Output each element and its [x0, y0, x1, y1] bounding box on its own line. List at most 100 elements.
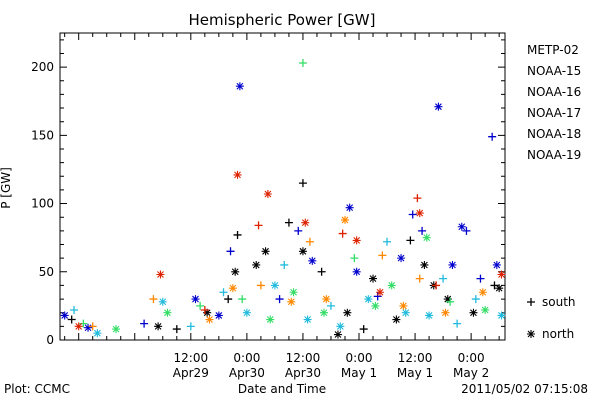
data-point-noaa-17	[422, 233, 431, 242]
data-point-noaa-16	[219, 288, 228, 297]
data-point-metp-02	[233, 230, 242, 239]
legend-entry: NOAA-16	[527, 85, 581, 99]
x-axis-label: Date and Time	[238, 382, 326, 396]
data-point-metp-02	[369, 274, 378, 283]
legend-marker-label: north	[542, 327, 574, 341]
data-point-metp-02	[298, 247, 307, 256]
data-point-noaa-16	[70, 305, 79, 314]
data-point-metp-02	[203, 308, 212, 317]
x-tick-sublabel: May 1	[341, 366, 377, 380]
data-point-metp-02	[359, 325, 368, 334]
data-point-noaa-19	[200, 305, 209, 314]
legend-entry: NOAA-19	[527, 148, 581, 162]
data-point-metp-02	[231, 267, 240, 276]
plot-frame	[59, 32, 506, 341]
x-tick-label: 12:00	[174, 351, 209, 365]
data-point-noaa-18	[256, 281, 265, 290]
data-point-noaa-15	[352, 267, 361, 276]
data-point-metp-02	[333, 330, 342, 339]
data-point-metp-02	[469, 308, 478, 317]
x-tick-sublabel: May 1	[397, 366, 433, 380]
data-point-metp-02	[261, 247, 270, 256]
data-point-noaa-18	[399, 301, 408, 310]
data-point-noaa-16	[158, 297, 167, 306]
data-point-noaa-18	[378, 251, 387, 260]
data-point-noaa-18	[478, 288, 487, 297]
data-point-noaa-15	[488, 132, 497, 141]
data-point-noaa-15	[408, 210, 417, 219]
data-point-noaa-18	[322, 295, 331, 304]
data-point-metp-02	[67, 315, 76, 324]
data-point-metp-02	[298, 179, 307, 188]
data-point-noaa-17	[238, 295, 247, 304]
data-point-noaa-15	[448, 260, 457, 269]
x-tick-sublabel: May 2	[453, 366, 489, 380]
y-tick-label: 100	[31, 197, 54, 211]
data-point-metp-02	[317, 267, 326, 276]
data-point-noaa-18	[88, 322, 97, 331]
axes: 05010015020012:00Apr290:00Apr3012:00Apr3…	[31, 32, 506, 380]
data-point-noaa-19	[263, 190, 272, 199]
data-point-noaa-15	[457, 222, 466, 231]
data-point-noaa-15	[476, 274, 485, 283]
data-point-noaa-16	[186, 322, 195, 331]
data-point-metp-02	[284, 218, 293, 227]
y-tick-label: 0	[46, 333, 54, 347]
data-point-noaa-16	[453, 319, 462, 328]
legend-marker-label: south	[542, 295, 576, 309]
legend-marker-south	[527, 298, 535, 306]
data-point-noaa-15	[140, 319, 149, 328]
data-point-noaa-18	[287, 297, 296, 306]
data-point-noaa-18	[415, 274, 424, 283]
data-point-noaa-17	[298, 59, 307, 68]
x-tick-label: 12:00	[398, 351, 433, 365]
axis-ticks	[60, 33, 505, 341]
y-tick-label: 200	[31, 60, 54, 74]
data-point-noaa-18	[149, 295, 158, 304]
data-point-noaa-17	[387, 281, 396, 290]
data-point-noaa-18	[305, 237, 314, 246]
data-point-metp-02	[443, 295, 452, 304]
data-point-noaa-18	[205, 315, 214, 324]
data-point-noaa-19	[415, 209, 424, 218]
legend: METP-02 NOAA-15 NOAA-16 NOAA-17 NOAA-18 NOAA-…	[527, 43, 581, 341]
data-point-noaa-17	[481, 305, 490, 314]
data-point-noaa-17	[446, 297, 455, 306]
data-point-noaa-16	[401, 308, 410, 317]
data-point-noaa-17	[163, 308, 172, 317]
data-point-noaa-17	[350, 254, 359, 263]
data-point-noaa-17	[289, 288, 298, 297]
data-point-noaa-19	[432, 281, 441, 290]
data-point-noaa-15	[226, 247, 235, 256]
data-point-noaa-16	[425, 311, 434, 320]
legend-entry: NOAA-18	[527, 127, 581, 141]
plot-credit: Plot: CCMC	[4, 382, 70, 396]
data-point-noaa-19	[301, 218, 310, 227]
data-point-noaa-16	[471, 295, 480, 304]
legend-marker-north	[527, 330, 535, 338]
data-point-noaa-16	[93, 329, 102, 338]
data-point-noaa-15	[235, 82, 244, 91]
x-tick-sublabel: Apr29	[173, 366, 209, 380]
x-tick-sublabel: Apr30	[229, 366, 265, 380]
data-point-metp-02	[406, 236, 415, 245]
data-point-noaa-19	[74, 322, 83, 331]
data-point-noaa-15	[308, 256, 317, 265]
data-point-noaa-16	[439, 274, 448, 283]
plot-timestamp: 2011/05/02 07:15:08	[461, 382, 588, 396]
data-point-noaa-19	[352, 236, 361, 245]
data-point-noaa-16	[270, 281, 279, 290]
data-point-noaa-18	[340, 215, 349, 224]
data-point-metp-02	[224, 295, 233, 304]
data-point-noaa-19	[156, 270, 165, 279]
data-point-noaa-16	[242, 308, 251, 317]
chart-title: Hemispheric Power [GW]	[189, 11, 376, 29]
data-point-noaa-19	[338, 229, 347, 238]
data-point-metp-02	[495, 284, 504, 293]
legend-entry: METP-02	[527, 43, 579, 57]
data-point-metp-02	[172, 325, 181, 334]
x-tick-label: 0:00	[346, 351, 373, 365]
data-point-noaa-19	[413, 194, 422, 203]
data-point-noaa-15	[294, 226, 303, 235]
